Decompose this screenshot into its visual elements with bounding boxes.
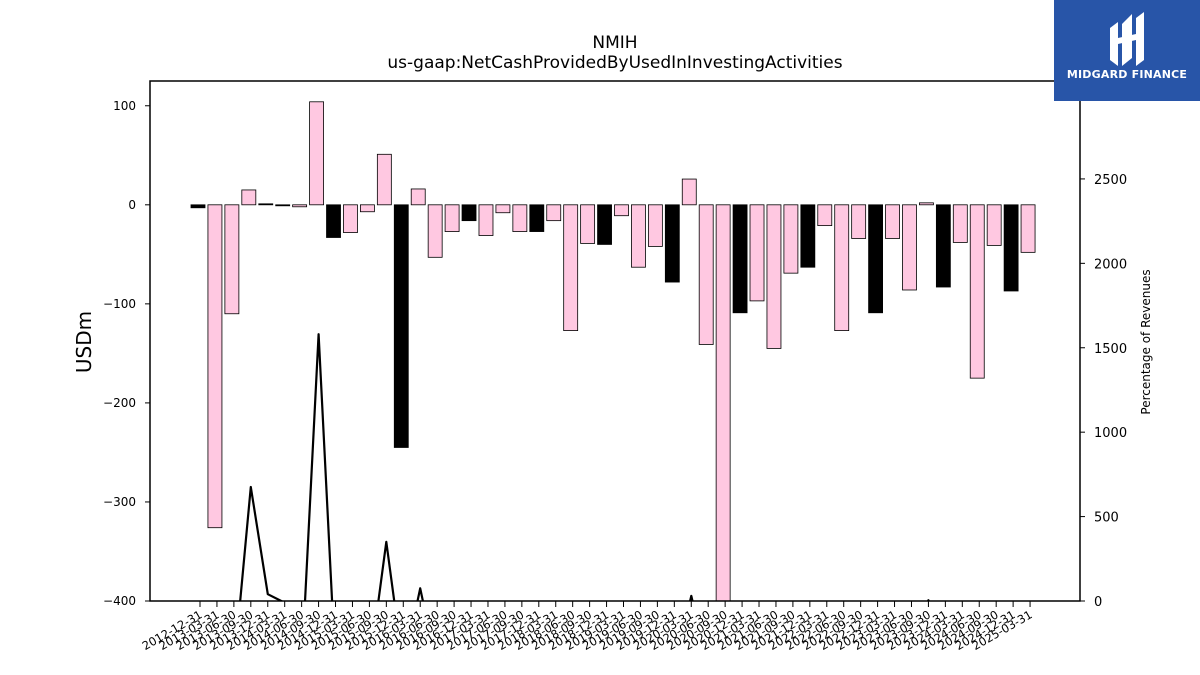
bar-2020-06-30 xyxy=(698,204,714,345)
y-axis-right-label: Percentage of Revenues xyxy=(1139,269,1153,414)
y-axis-label: USDm xyxy=(72,311,96,373)
midgard-finance-logo: MIDGARD FINANCE xyxy=(1054,0,1200,101)
bar-2014-06-30 xyxy=(292,204,308,208)
bar-2024-03-31 xyxy=(952,204,968,243)
bar-2013-09-30 xyxy=(241,189,257,206)
bar-2019-06-30 xyxy=(631,204,646,268)
bar-2017-03-31 xyxy=(478,204,494,236)
bar-2024-09-30 xyxy=(986,204,1002,246)
y-right-tick-label: 2000 xyxy=(1094,257,1127,272)
bar-2021-03-31 xyxy=(749,204,765,302)
y-right-tick-label: 2500 xyxy=(1094,173,1127,188)
bar-2012-12-31 xyxy=(190,204,206,209)
bar-2017-09-30 xyxy=(512,204,528,232)
bar-2022-09-30 xyxy=(851,204,867,239)
bar-2023-06-30 xyxy=(902,204,917,291)
left-axis: 100 0 −100 −200 −300 −400 xyxy=(103,99,150,608)
bar-2021-06-30 xyxy=(766,204,782,349)
bar-2014-09-30 xyxy=(309,101,324,206)
bar-2016-03-31 xyxy=(410,188,426,206)
y-tick-label: −300 xyxy=(103,495,136,509)
bar-2023-09-30 xyxy=(919,202,934,206)
y-right-tick-label: 500 xyxy=(1094,511,1119,526)
bar-2022-12-31 xyxy=(868,204,883,314)
bar-group xyxy=(190,101,1036,602)
bar-2020-03-31 xyxy=(681,178,697,206)
bar-2014-12-31 xyxy=(326,204,341,238)
y-tick-label: 100 xyxy=(113,99,136,113)
bar-2021-12-31 xyxy=(800,204,816,268)
y-right-tick-label: 1500 xyxy=(1094,342,1127,357)
bar-2018-06-30 xyxy=(563,204,579,331)
bar-2018-03-31 xyxy=(546,204,562,222)
y-tick-label: −200 xyxy=(103,396,136,410)
bar-2015-06-30 xyxy=(359,204,375,213)
chart-title: NMIH xyxy=(592,33,637,53)
bar-2013-06-30 xyxy=(224,204,240,315)
y-tick-label: 0 xyxy=(128,198,136,212)
bar-2013-03-31 xyxy=(207,204,223,529)
bar-2024-06-30 xyxy=(969,204,985,379)
chart-subtitle: us-gaap:NetCashProvidedByUsedInInvesting… xyxy=(387,53,842,73)
bar-2014-03-31 xyxy=(275,204,291,207)
bar-2018-12-31 xyxy=(597,204,612,245)
y-right-tick-label: 1000 xyxy=(1094,426,1127,441)
bar-2023-12-31 xyxy=(935,204,951,288)
bar-2020-12-31 xyxy=(732,204,748,314)
bar-2022-06-30 xyxy=(834,204,850,331)
bar-2015-12-31 xyxy=(393,204,409,448)
bar-2019-09-30 xyxy=(647,204,663,247)
plot-frame xyxy=(149,80,1081,602)
y-tick-label: −400 xyxy=(103,594,136,608)
y-right-tick-label: 0 xyxy=(1094,595,1102,610)
bar-2016-06-30 xyxy=(427,204,443,258)
bar-2021-09-30 xyxy=(783,204,799,274)
bar-2013-12-31 xyxy=(258,203,274,206)
midgard-logo-icon xyxy=(1110,12,1144,66)
bar-2017-12-31 xyxy=(529,204,545,232)
x-axis: 2012-12-312013-03-312013-06-302013-09-30… xyxy=(140,601,1035,653)
bar-2019-12-31 xyxy=(664,204,680,283)
bar-2020-09-30 xyxy=(715,204,731,602)
right-axis: 2500 2000 1500 1000 500 0 xyxy=(1080,173,1127,610)
bar-2019-03-31 xyxy=(614,204,629,217)
bar-2025-03-31 xyxy=(1020,204,1036,253)
bar-2016-12-31 xyxy=(461,204,477,222)
bar-2018-09-30 xyxy=(580,204,596,244)
y-tick-label: −100 xyxy=(103,297,136,311)
bar-2023-03-31 xyxy=(885,204,900,239)
bar-2022-03-31 xyxy=(817,204,833,227)
bar-2017-06-30 xyxy=(495,204,511,214)
bar-2015-09-30 xyxy=(376,153,392,206)
bar-2024-12-31 xyxy=(1003,204,1019,292)
logo-text: MIDGARD FINANCE xyxy=(1066,68,1188,81)
bar-2015-03-31 xyxy=(343,204,358,233)
bar-2016-09-30 xyxy=(444,204,460,232)
